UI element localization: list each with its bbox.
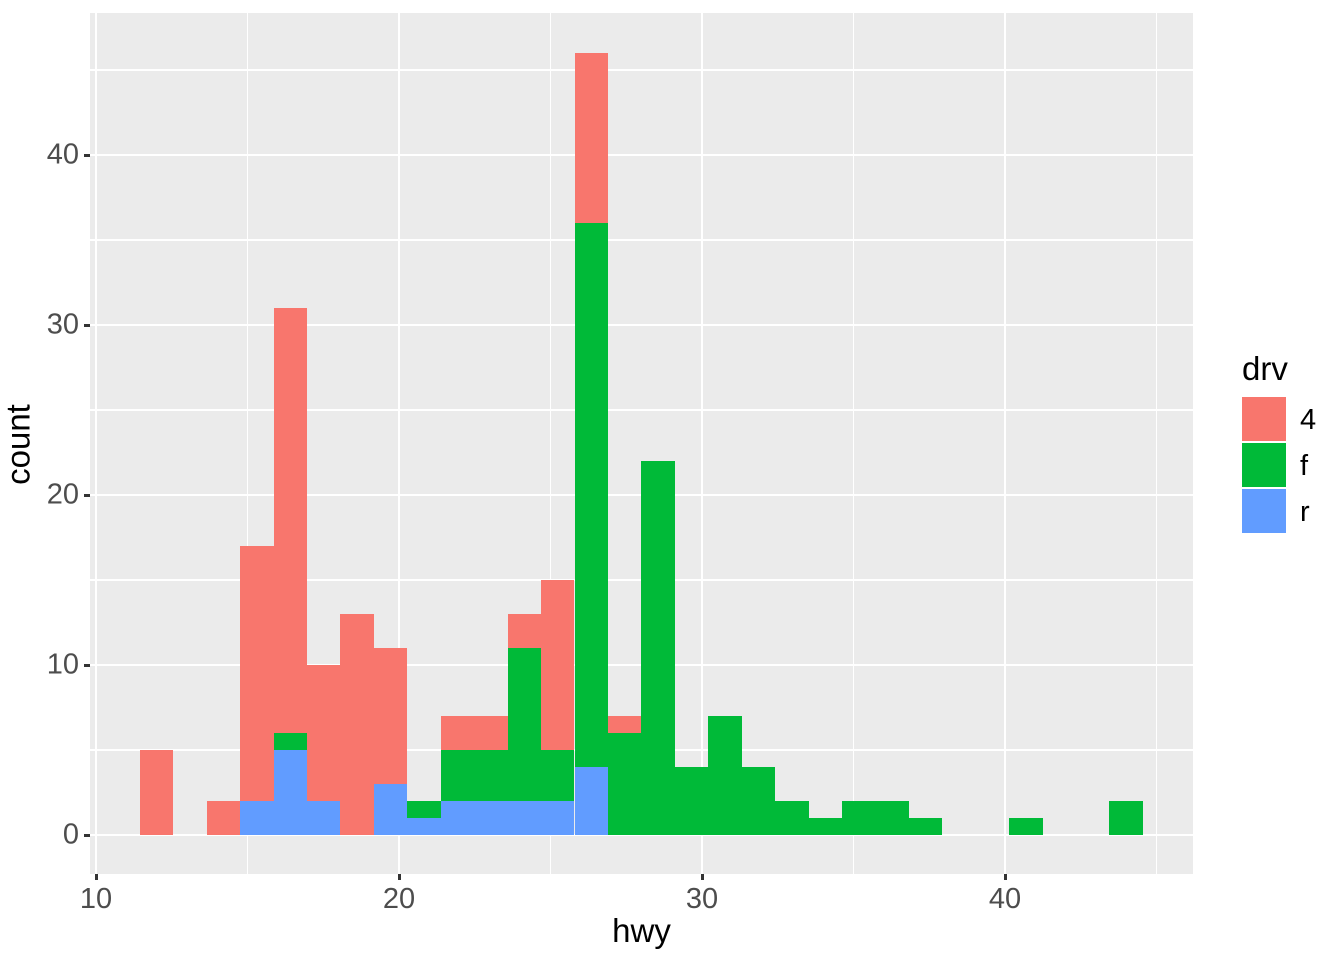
bar-segment-4 xyxy=(307,665,341,801)
legend-key-f xyxy=(1242,443,1286,487)
bar-segment-r xyxy=(507,801,542,835)
legend-label-f: f xyxy=(1300,450,1309,482)
x-tick-label: 10 xyxy=(79,883,113,915)
gridline-y-minor xyxy=(90,69,1193,71)
plot-panel xyxy=(90,13,1193,874)
legend-label-4: 4 xyxy=(1300,404,1317,436)
bar-segment-f xyxy=(775,801,809,835)
y-tick-mark xyxy=(84,324,90,327)
bar-segment-f xyxy=(875,801,909,835)
y-tick-mark xyxy=(84,494,90,497)
x-tick-mark xyxy=(398,874,401,880)
bar-segment-r xyxy=(474,801,508,835)
bar-segment-4 xyxy=(373,648,408,784)
bar-segment-f xyxy=(574,223,608,767)
bar-segment-4 xyxy=(139,750,174,835)
bar-segment-4 xyxy=(507,614,542,648)
y-tick-label: 30 xyxy=(46,308,79,341)
bar-segment-f xyxy=(507,648,542,801)
gridline-y-major xyxy=(90,153,1193,157)
y-tick-label: 0 xyxy=(62,818,79,851)
x-tick-mark xyxy=(701,874,704,880)
bar-segment-4 xyxy=(440,716,475,750)
bar-segment-f xyxy=(440,750,475,801)
gridline-x-major xyxy=(94,13,98,874)
bar-segment-f xyxy=(541,750,575,801)
bar-segment-f xyxy=(841,801,876,835)
y-axis-title: count xyxy=(0,403,37,485)
legend-key-4 xyxy=(1242,397,1286,441)
gridline-x-minor xyxy=(852,13,855,874)
bar-segment-4 xyxy=(541,580,575,750)
x-tick-label: 30 xyxy=(685,883,719,915)
y-tick-mark xyxy=(84,154,90,157)
bar-segment-f xyxy=(808,818,842,835)
bar-segment-4 xyxy=(607,716,642,733)
legend-key-r xyxy=(1242,489,1286,533)
x-axis-title: hwy xyxy=(612,912,671,949)
gridline-x-major xyxy=(700,13,704,874)
bar-segment-f xyxy=(1109,801,1143,835)
bar-segment-f xyxy=(1009,818,1043,835)
bar-segment-f xyxy=(908,818,943,835)
bar-segment-f xyxy=(607,733,642,835)
gridline-x-minor xyxy=(1155,13,1158,874)
gridline-x-minor xyxy=(246,13,249,874)
x-tick-label: 40 xyxy=(988,883,1022,915)
legend-label-r: r xyxy=(1300,496,1310,528)
bar-segment-4 xyxy=(340,614,374,835)
bar-segment-r xyxy=(574,767,608,835)
legend-title: drv xyxy=(1242,350,1288,387)
gridline-x-minor xyxy=(549,13,552,874)
gridline-y-major xyxy=(90,323,1193,327)
gridline-x-major xyxy=(1003,13,1007,874)
y-tick-label: 20 xyxy=(46,478,79,511)
bar-segment-r xyxy=(273,750,308,835)
bar-segment-4 xyxy=(574,53,608,223)
gridline-y-major xyxy=(90,833,1193,837)
bar-segment-4 xyxy=(240,546,274,801)
y-tick-mark xyxy=(84,834,90,837)
bar-segment-f xyxy=(641,461,675,835)
x-tick-mark xyxy=(95,874,98,880)
y-tick-mark xyxy=(84,664,90,667)
bar-segment-r xyxy=(373,784,408,835)
x-tick-label: 20 xyxy=(382,883,416,915)
bar-segment-r xyxy=(440,801,475,835)
bar-segment-r xyxy=(407,818,441,835)
bar-segment-r xyxy=(240,801,274,835)
bar-segment-f xyxy=(273,733,308,750)
bar-segment-f xyxy=(708,716,742,835)
y-tick-label: 10 xyxy=(46,648,79,681)
x-tick-mark xyxy=(1004,874,1007,880)
bar-segment-4 xyxy=(206,801,241,835)
y-tick-label: 40 xyxy=(46,138,79,171)
bar-segment-4 xyxy=(474,716,508,750)
gridline-x-major xyxy=(397,13,401,874)
bar-segment-f xyxy=(474,750,508,801)
bar-segment-f xyxy=(674,767,709,835)
bar-segment-f xyxy=(741,767,776,835)
bar-segment-f xyxy=(407,801,441,818)
gridline-y-minor xyxy=(90,409,1193,411)
bar-segment-r xyxy=(307,801,341,835)
gridline-y-minor xyxy=(90,239,1193,241)
bar-segment-4 xyxy=(273,308,308,733)
bar-segment-r xyxy=(541,801,575,835)
